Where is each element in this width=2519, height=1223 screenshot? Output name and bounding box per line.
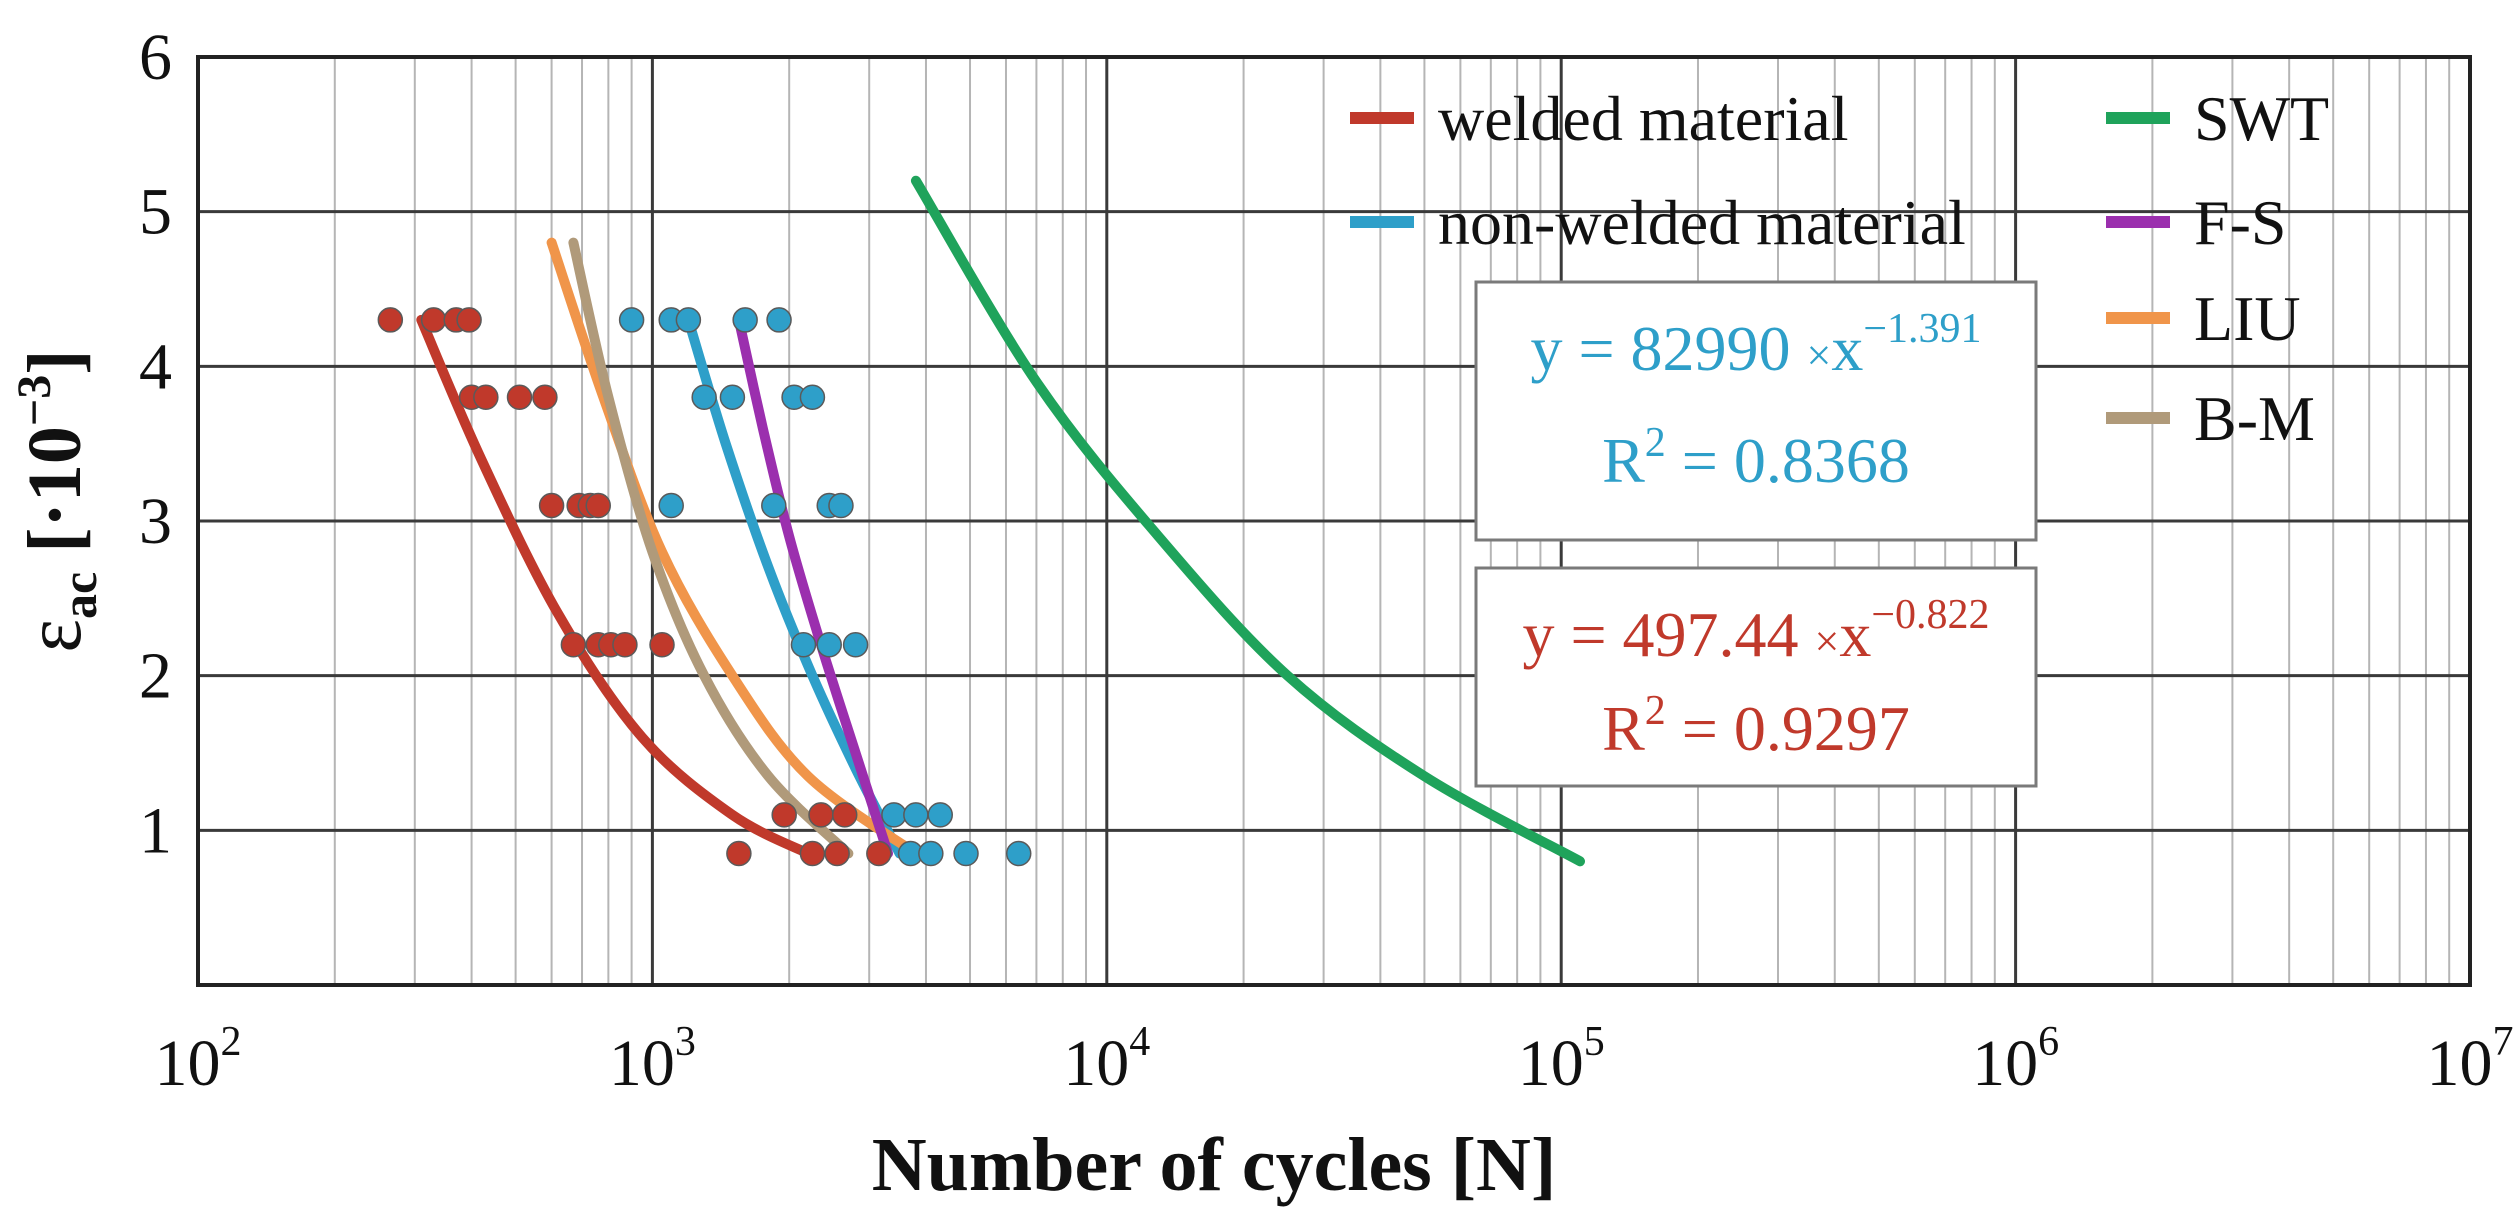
legend-label: F-S bbox=[2194, 187, 2287, 258]
point-non-welded-material bbox=[719, 384, 746, 411]
legend-label: welded material bbox=[1438, 83, 1848, 154]
equation-annotations: y = 82990 ×x−1.391 R2 = 0.8368 y = 497.44 … bbox=[1474, 280, 2038, 788]
y-tick-label: 1 bbox=[139, 794, 172, 867]
x-tick-label: 106 bbox=[1972, 1019, 2059, 1100]
point-non-welded-material bbox=[790, 631, 817, 658]
y-tick-label: 3 bbox=[139, 485, 172, 558]
point-non-welded-material bbox=[842, 631, 869, 658]
point-welded-material bbox=[473, 384, 499, 411]
y-tick-label: 5 bbox=[139, 176, 172, 249]
point-non-welded-material bbox=[918, 840, 944, 867]
point-non-welded-material bbox=[766, 307, 792, 333]
point-welded-material bbox=[824, 840, 850, 867]
point-non-welded-material bbox=[761, 492, 787, 519]
legend: welded material non-welded material SWT F-S… bbox=[1350, 83, 2329, 454]
axis-titles: Number of cycles [N] εac [·10−3] bbox=[8, 349, 1556, 1207]
point-welded-material bbox=[612, 631, 638, 658]
point-welded-material bbox=[799, 840, 826, 867]
legend-item-swt: SWT bbox=[2106, 83, 2329, 154]
plot-frame bbox=[196, 55, 2472, 987]
x-tick-label: 104 bbox=[1063, 1019, 1150, 1100]
legend-label: B-M bbox=[2194, 383, 2315, 454]
y-tick-label: 6 bbox=[139, 21, 172, 94]
point-non-welded-material bbox=[903, 802, 929, 828]
x-tick-label: 103 bbox=[609, 1019, 696, 1100]
point-welded-material bbox=[456, 307, 482, 333]
annotation-box bbox=[1474, 566, 2038, 788]
annotation-box bbox=[1474, 280, 2038, 542]
legend-item-welded-material: welded material bbox=[1350, 83, 1848, 154]
point-non-welded-material bbox=[828, 492, 854, 519]
point-non-welded-material bbox=[732, 307, 758, 333]
y-axis-title: εac [·10−3] bbox=[8, 349, 107, 652]
curve-swt bbox=[910, 175, 1585, 867]
legend-item-non-welded-material: non-welded material bbox=[1350, 187, 1966, 258]
annotation-non-welded-fit: y = 82990 ×x−1.391 R2 = 0.8368 bbox=[1474, 280, 2038, 542]
point-welded-material bbox=[532, 384, 558, 411]
point-non-welded-material bbox=[675, 307, 702, 333]
point-non-welded-material bbox=[953, 840, 979, 867]
point-non-welded-material bbox=[881, 802, 907, 828]
legend-item-b-m: B-M bbox=[2106, 383, 2315, 454]
tick-labels: 1 2 3 4 5 6 102 103 104 105 106 107 bbox=[139, 21, 2514, 1100]
y-tick-label: 4 bbox=[139, 330, 172, 403]
point-welded-material bbox=[771, 802, 797, 828]
r-squared-text: R2 = 0.8368 bbox=[1602, 420, 1910, 496]
point-non-welded-material bbox=[816, 631, 842, 658]
x-axis-title: Number of cycles [N] bbox=[872, 1123, 1557, 1207]
point-welded-material bbox=[649, 631, 675, 658]
point-non-welded-material bbox=[927, 802, 953, 828]
legend-label: SWT bbox=[2194, 83, 2329, 154]
legend-item-f-s: F-S bbox=[2106, 187, 2287, 258]
point-welded-material bbox=[377, 307, 404, 333]
grid bbox=[196, 55, 2472, 985]
point-welded-material bbox=[560, 631, 587, 658]
y-tick-label: 2 bbox=[139, 640, 172, 713]
point-welded-material bbox=[538, 492, 565, 519]
legend-label: non-welded material bbox=[1438, 187, 1966, 258]
curve-liu bbox=[546, 237, 921, 859]
equation-text: y = 82990 ×x−1.391 bbox=[1530, 306, 1981, 384]
curve-f-s bbox=[733, 314, 893, 859]
point-non-welded-material bbox=[658, 492, 684, 519]
point-non-welded-material bbox=[691, 384, 717, 411]
curve-b-m bbox=[568, 237, 854, 859]
x-tick-label: 102 bbox=[155, 1019, 242, 1100]
point-non-welded-material bbox=[618, 307, 645, 333]
x-tick-label: 105 bbox=[1518, 1019, 1605, 1100]
point-non-welded-material bbox=[799, 384, 826, 411]
point-welded-material bbox=[585, 492, 611, 519]
fit-curves bbox=[416, 175, 1585, 867]
point-non-welded-material bbox=[1005, 840, 1032, 867]
x-tick-label: 107 bbox=[2427, 1019, 2514, 1100]
point-welded-material bbox=[866, 840, 892, 867]
point-welded-material bbox=[831, 802, 858, 828]
point-welded-material bbox=[420, 307, 447, 333]
equation-text: y = 497.44 ×x−0.822 bbox=[1522, 592, 1989, 670]
r-squared-text: R2 = 0.9297 bbox=[1602, 688, 1910, 764]
data-points bbox=[377, 307, 1032, 867]
point-welded-material bbox=[726, 840, 752, 867]
annotation-welded-fit: y = 497.44 ×x−0.822 R2 = 0.9297 bbox=[1474, 566, 2038, 788]
legend-item-liu: LIU bbox=[2106, 283, 2301, 354]
point-welded-material bbox=[506, 384, 533, 411]
legend-label: LIU bbox=[2194, 283, 2301, 354]
plot-border bbox=[196, 55, 2472, 987]
point-welded-material bbox=[808, 802, 834, 828]
